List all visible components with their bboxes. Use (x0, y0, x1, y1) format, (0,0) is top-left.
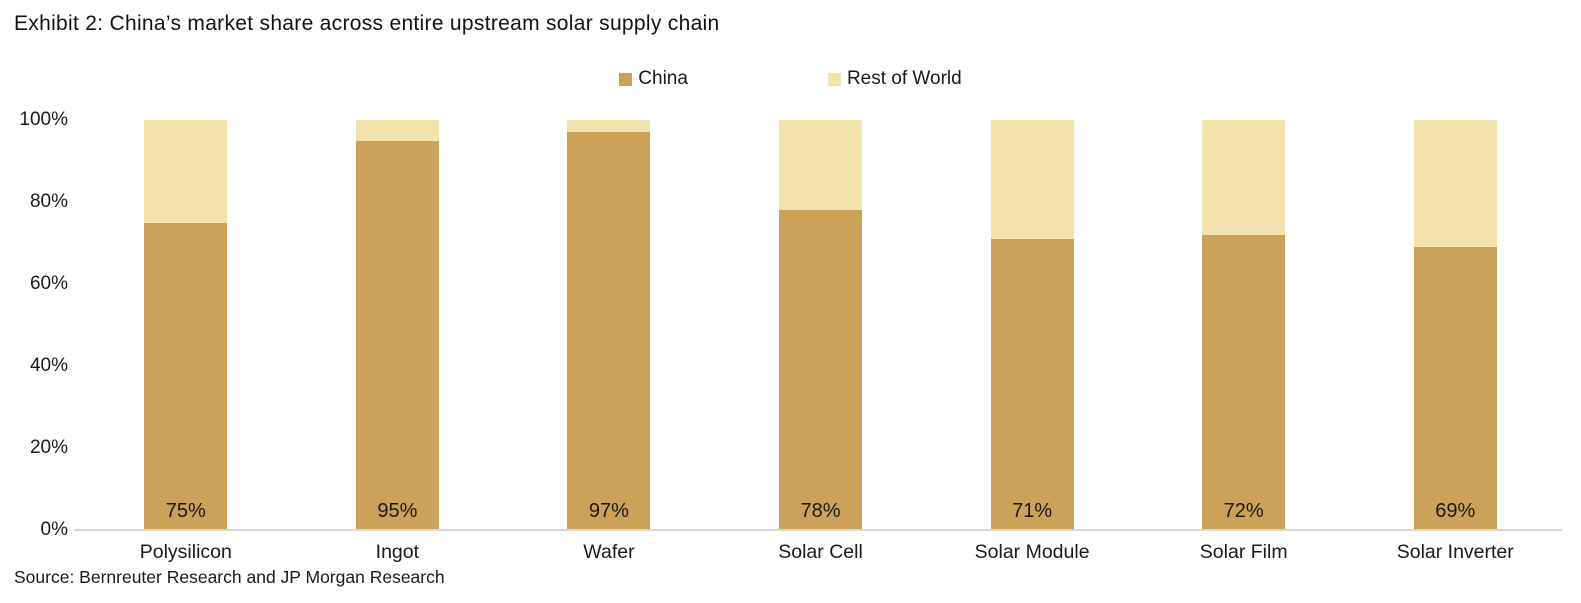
y-tick-label: 100% (19, 109, 68, 130)
x-category-label: Solar Module (974, 541, 1090, 563)
segment-rest-of-world (144, 120, 228, 223)
y-tick-label: 60% (29, 273, 68, 294)
bar-value-label: 78% (800, 500, 841, 522)
stacked-bar-solar-film: 72% (1202, 120, 1286, 530)
source-note: Source: Bernreuter Research and JP Morga… (14, 567, 445, 587)
y-tick-label: 20% (29, 437, 68, 458)
x-axis-labels: Polysilicon Ingot Wafer Solar Cell Solar Mod… (80, 541, 1561, 564)
x-category-label: Solar Inverter (1396, 541, 1514, 563)
legend-item-1: Rest of World (827, 68, 962, 90)
x-category-label: Ingot (375, 541, 420, 563)
y-tick-label: 80% (29, 191, 68, 212)
bar-slot: 78% (715, 120, 927, 530)
segment-rest-of-world (990, 120, 1074, 239)
bar-value-label: 71% (1012, 500, 1053, 522)
bar-slot: 97% (503, 120, 715, 530)
bar-slot: 71% (926, 120, 1138, 530)
bar-slot: 75% (80, 120, 292, 530)
segment-china (990, 238, 1074, 530)
y-tick-label: 40% (29, 355, 68, 376)
x-axis-line (74, 529, 1562, 531)
stacked-bar-ingot: 95% (355, 120, 439, 530)
segment-china (779, 210, 863, 530)
segment-china (1202, 234, 1286, 530)
segment-rest-of-world (779, 120, 863, 211)
legend-label: China (638, 68, 688, 89)
bar-value-label: 69% (1435, 500, 1476, 522)
stacked-bar-wafer: 97% (567, 120, 651, 530)
bar-slot: 95% (292, 120, 504, 530)
bar-value-label: 95% (377, 500, 418, 522)
segment-china (1413, 247, 1497, 530)
bar-value-label: 97% (588, 500, 629, 522)
legend-item-0: China (619, 68, 688, 90)
segment-rest-of-world (1202, 120, 1286, 235)
legend-swatch-icon (619, 72, 633, 86)
chart-title: Exhibit 2: China’s market share across e… (14, 12, 720, 35)
legend-label: Rest of World (846, 68, 962, 89)
bar-slot: 72% (1138, 120, 1350, 530)
segment-china (355, 140, 439, 530)
segment-china (567, 132, 651, 530)
x-category-label: Wafer (583, 541, 635, 563)
y-tick-label: 0% (40, 519, 68, 540)
stacked-bar-solar-module: 71% (990, 120, 1074, 530)
segment-china (144, 222, 228, 530)
stacked-bar-solar-cell: 78% (779, 120, 863, 530)
bar-value-label: 75% (165, 500, 206, 522)
x-category-label: Solar Film (1199, 541, 1288, 563)
legend: China Rest of World (0, 68, 1581, 90)
bars-container: 75% 95% 97% 78% 71% 72% 69% (80, 120, 1561, 530)
x-category-label: Polysilicon (139, 541, 232, 563)
x-category-label: Solar Cell (778, 541, 863, 563)
stacked-bar-solar-inverter: 69% (1413, 120, 1497, 530)
segment-rest-of-world (355, 120, 439, 141)
segment-rest-of-world (1413, 120, 1497, 248)
legend-swatch-icon (827, 72, 841, 86)
stacked-bar-polysilicon: 75% (144, 120, 228, 530)
bar-slot: 69% (1349, 120, 1561, 530)
bar-value-label: 72% (1223, 500, 1264, 522)
segment-rest-of-world (567, 120, 651, 133)
